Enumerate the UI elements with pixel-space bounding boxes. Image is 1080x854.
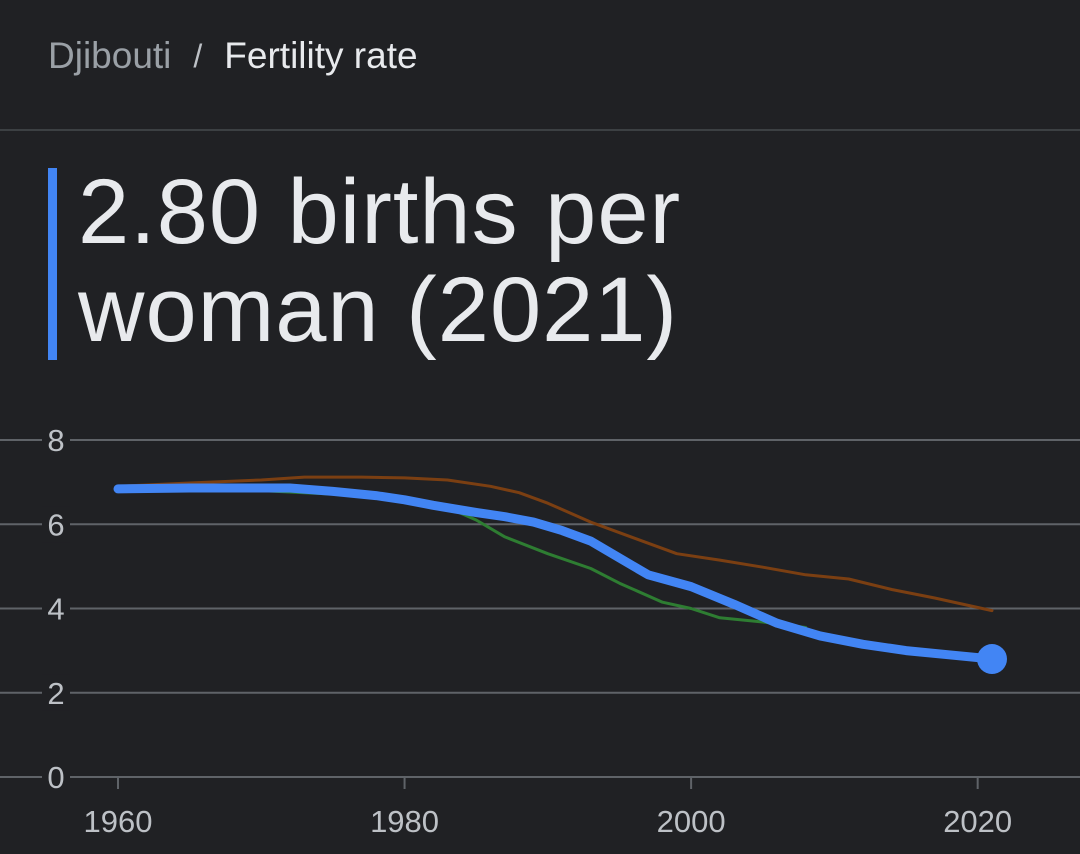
breadcrumb-country-link[interactable]: Djibouti	[48, 35, 172, 76]
y-tick-label-bg	[42, 422, 70, 458]
y-tick-label-bg	[42, 674, 70, 711]
breadcrumb-metric: Fertility rate	[224, 35, 418, 76]
y-tick-label: 2	[47, 676, 64, 711]
y-tick-label: 0	[47, 760, 64, 795]
y-tick-label-bg	[42, 590, 70, 627]
x-tick-label: 1960	[84, 804, 153, 839]
y-tick-label-bg	[42, 759, 70, 795]
y-tick-label: 8	[47, 423, 64, 458]
latest-value-point[interactable]	[977, 644, 1007, 675]
header-divider	[0, 129, 1080, 131]
breadcrumb: Djibouti / Fertility rate	[48, 30, 418, 82]
x-tick-label: 1980	[370, 804, 439, 839]
headline-value: 2.80 births per woman (2021)	[78, 163, 1058, 359]
y-tick-label: 6	[47, 507, 64, 542]
headline-line-1: 2.80 births per	[78, 161, 682, 263]
series-line-djibouti	[113, 483, 997, 664]
x-tick-label: 2000	[657, 804, 726, 839]
y-tick-label-bg	[42, 506, 70, 543]
x-tick-label: 2020	[943, 804, 1012, 839]
y-tick-label: 4	[47, 592, 64, 627]
headline-line-2: woman (2021)	[78, 259, 679, 361]
headline-accent-bar	[48, 168, 57, 360]
series-line-comparison-2	[116, 475, 994, 613]
breadcrumb-separator: /	[193, 37, 203, 74]
